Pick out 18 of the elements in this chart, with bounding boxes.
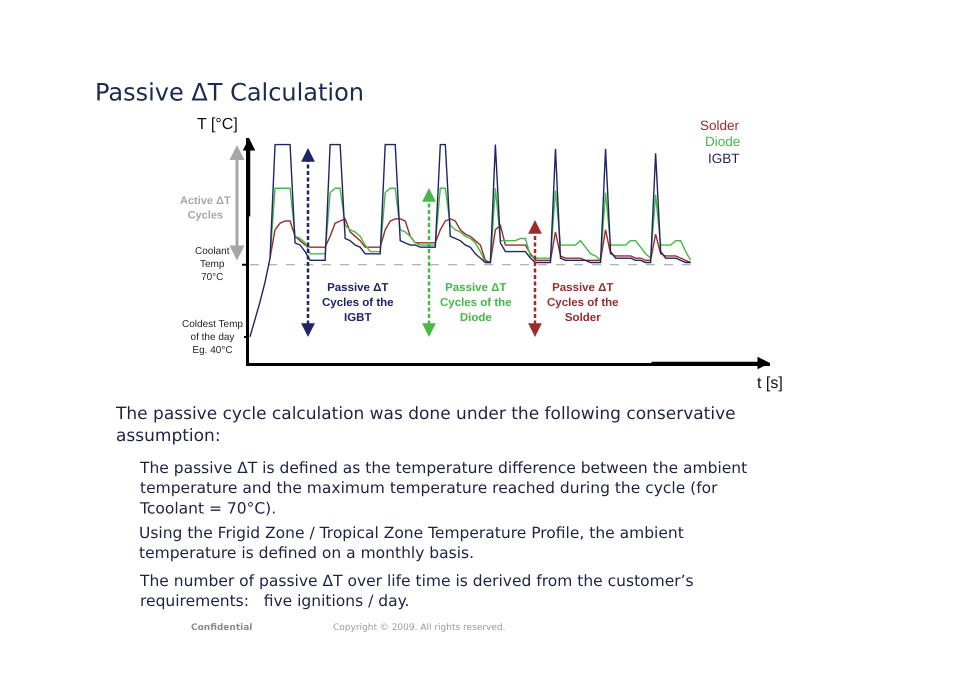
text: The passive ΔT is defined as the temperature difference between the ambient temperature and the maximum temperature reached during the cycle (for Tcoolant = 70°C). — [139, 459, 748, 518]
annotation: Passive ΔT Cycles of the IGBT — [322, 282, 394, 324]
chart-title: Passive ΔT Calculation — [95, 78, 364, 106]
text: Confidential — [191, 623, 252, 633]
annotation: Passive ΔT Cycles of the Diode — [440, 282, 512, 324]
x-axis-title: t [s] — [757, 375, 783, 392]
text: Solder — [700, 118, 740, 133]
text: The passive cycle calculation was done under the following conservative assumption: — [115, 404, 736, 446]
text: Copyright © 2009. All rights reserved. — [333, 623, 506, 633]
text: The number of passive ΔT over life time is derived from the customer’s requirements: five ignitions / day. — [139, 572, 694, 610]
text: Coldest Temp of the day Eg. 40°C — [182, 319, 244, 356]
y-axis-title: T [°C] — [197, 116, 238, 133]
annotation: Passive ΔT Cycles of the Solder — [547, 282, 619, 324]
text: IGBT — [708, 151, 740, 166]
text: Active ΔT Cycles — [180, 195, 231, 222]
text: Diode — [705, 134, 740, 149]
ref-line-label: Coolant Temp 70°C — [195, 246, 230, 283]
text: Using the Frigid Zone / Tropical Zone Temperature Profile, the ambient temperature is defined on a monthly basis. — [139, 524, 684, 562]
